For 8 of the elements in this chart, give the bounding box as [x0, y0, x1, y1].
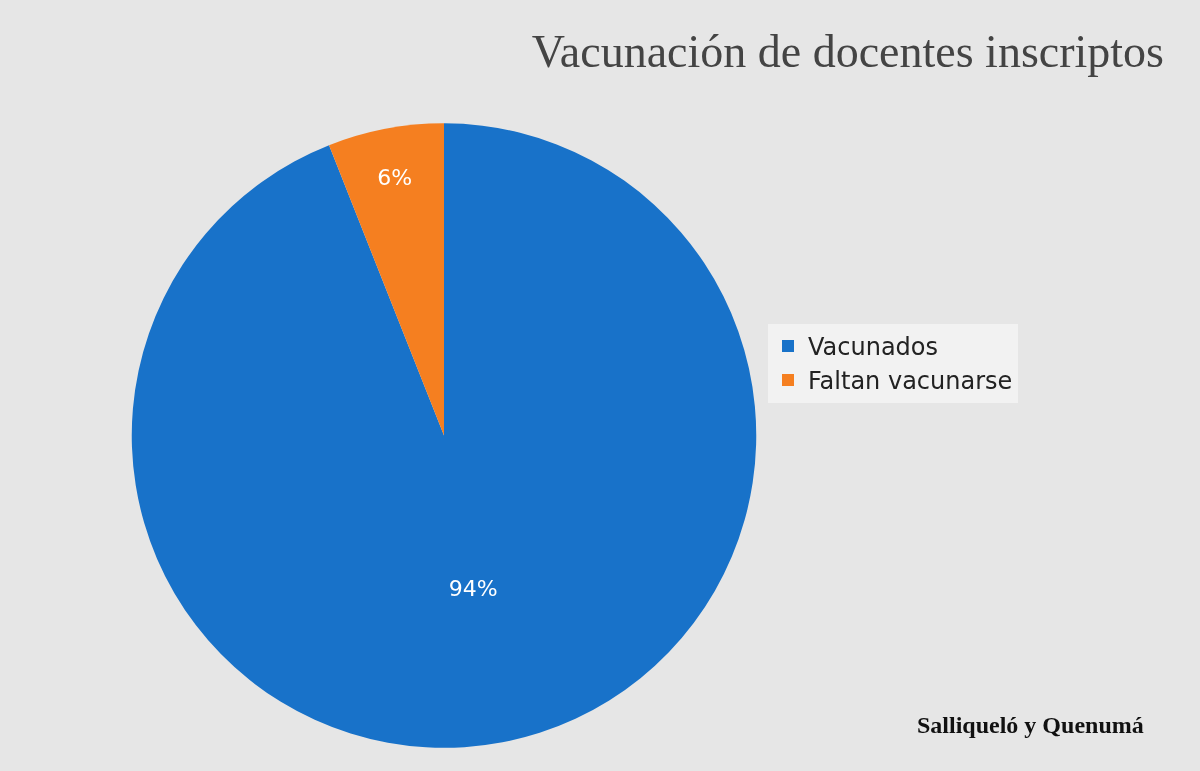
legend-label: Faltan vacunarse — [808, 367, 1013, 396]
text: Salliqueló y Quenumá — [917, 712, 1144, 738]
pie-slice — [329, 123, 444, 436]
data-label: 94% — [448, 576, 498, 602]
legend-label: Vacunados — [808, 333, 939, 362]
chart-title: Vacunación de docentes inscriptos — [531, 25, 1164, 77]
data-label: 6% — [377, 164, 413, 190]
pie-slice — [131, 123, 757, 748]
